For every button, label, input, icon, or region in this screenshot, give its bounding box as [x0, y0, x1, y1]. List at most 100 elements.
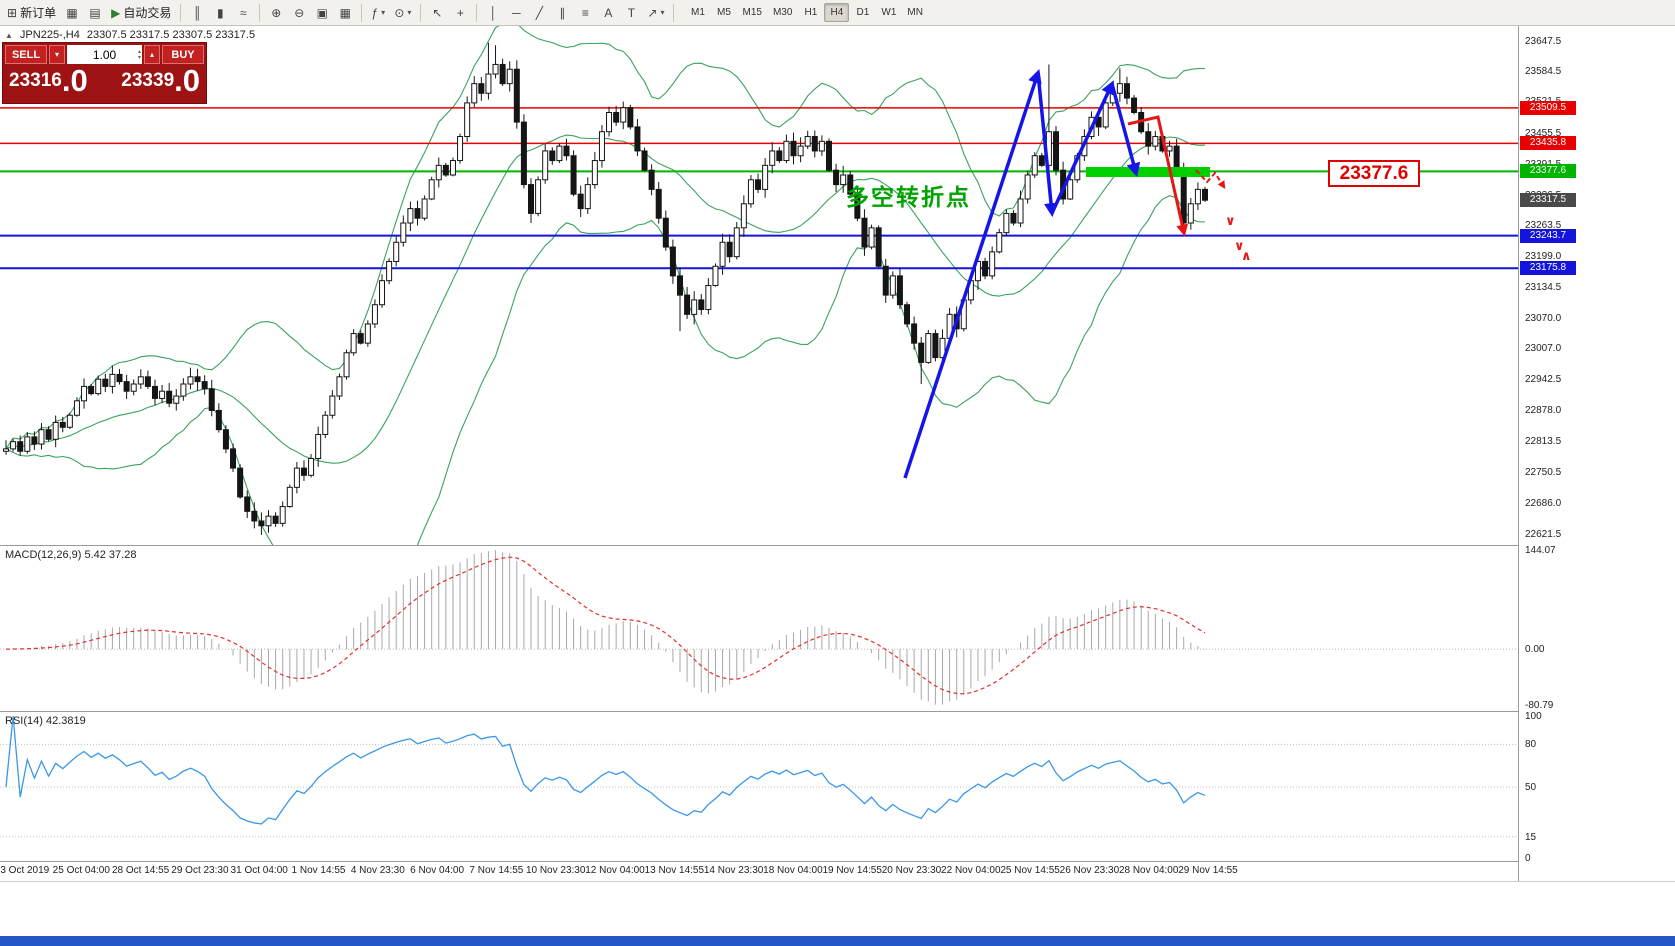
horizontal-line-button[interactable]: ─	[505, 2, 527, 24]
price-tick-label: 22750.5	[1525, 466, 1562, 478]
main-toolbar: ⊞ 新订单 ▦ ▤ ▶ 自动交易 ║ ▮ ≈ ⊕ ⊖ ▣ ▦ ƒ ▾ ⊙ ▾ ↖ + │ ─ ╱ ∥ ≡ A T ↗ ▾ M1 M5 M15…	[0, 0, 1675, 26]
grid-button[interactable]: ▦	[334, 2, 356, 24]
sell-price[interactable]: 23316.0	[9, 63, 88, 98]
arrow-tool-button[interactable]: ↗ ▾	[643, 2, 668, 24]
indicators-icon: ƒ	[371, 5, 379, 20]
price-tick-label: 22942.5	[1525, 374, 1562, 386]
current-price-tag: 23317.5	[1520, 193, 1576, 208]
volume-field: ▴▾	[67, 45, 142, 64]
chart-window-button[interactable]: ▦	[61, 2, 83, 24]
time-label: 26 Nov 23:30	[1059, 865, 1120, 876]
periods-button[interactable]: ⊙ ▾	[390, 2, 415, 24]
timeframe-mn-button[interactable]: MN	[907, 7, 923, 18]
trade-controls-row: SELL ▾ ▴▾ ▴ BUY	[5, 45, 204, 64]
periods-icon: ⊙	[394, 5, 405, 20]
timeframe-h1-button[interactable]: H1	[804, 7, 818, 18]
channel-button[interactable]: ∥	[551, 2, 573, 24]
rsi-panel[interactable]	[0, 712, 1518, 862]
price-tick-label: 23584.5	[1525, 65, 1562, 77]
arrow-tool-icon: ↗	[647, 5, 658, 20]
time-label: 7 Nov 14:55	[469, 865, 524, 876]
level-price-tag: 23175.8	[1520, 261, 1576, 276]
toolbar-separator	[180, 3, 182, 22]
price-tick-label: 23455.5	[1525, 127, 1562, 139]
indicators-button[interactable]: ƒ ▾	[367, 2, 389, 24]
macd-panel-separator[interactable]	[0, 545, 1675, 546]
price-tick-label: 22813.5	[1525, 436, 1562, 448]
macd-tick-label: 144.07	[1525, 545, 1556, 557]
buy-button[interactable]: BUY	[162, 45, 204, 64]
sell-options-button[interactable]: ▾	[49, 45, 65, 64]
rsi-tick-label: 50	[1525, 782, 1537, 793]
svg-text:∧: ∧	[1241, 248, 1252, 263]
timeframe-m5-button[interactable]: M5	[717, 7, 731, 18]
spinner-up-icon[interactable]: ▴	[137, 48, 141, 55]
new-order-icon: ⊞	[7, 5, 18, 20]
line-chart-button[interactable]: ≈	[232, 2, 254, 24]
price-chart[interactable]: ∨∨∧	[0, 26, 1518, 545]
label-tool-button[interactable]: T	[620, 2, 642, 24]
text-tool-button[interactable]: A	[597, 2, 619, 24]
buy-options-button[interactable]: ▴	[144, 45, 160, 64]
new-order-label: 新订单	[20, 6, 57, 20]
time-label: 4 Nov 23:30	[350, 865, 405, 876]
cursor-button[interactable]: ↖	[426, 2, 448, 24]
time-label: 13 Nov 14:55	[644, 865, 705, 876]
chart-collapse-icon[interactable]: ▲	[5, 30, 13, 40]
indicators-dropdown-icon: ▾	[381, 8, 386, 17]
rsi-panel-separator[interactable]	[0, 711, 1675, 712]
timeframe-m15-button[interactable]: M15	[742, 7, 762, 18]
sell-button[interactable]: SELL	[5, 45, 47, 64]
autotrading-button[interactable]: ▶ 自动交易	[107, 2, 175, 24]
crosshair-icon: +	[456, 5, 464, 20]
bar-chart-button[interactable]: ║	[186, 2, 208, 24]
line-chart-icon: ≈	[240, 5, 247, 20]
buy-price[interactable]: 23339.0	[121, 63, 200, 98]
trendline-button[interactable]: ╱	[528, 2, 550, 24]
time-label: 25 Oct 04:00	[52, 865, 110, 876]
timeframe-m30-button[interactable]: M30	[772, 7, 793, 18]
level-price-tag: 23435.8	[1520, 136, 1576, 151]
timeframe-w1-button[interactable]: W1	[881, 7, 897, 18]
volume-input[interactable]	[67, 45, 142, 64]
vertical-line-icon: │	[489, 5, 498, 20]
autotrading-label: 自动交易	[123, 6, 172, 20]
label-tool-icon: T	[627, 5, 636, 20]
price-tick-label: 23134.5	[1525, 282, 1562, 294]
arrow-tool-dropdown-icon: ▾	[660, 8, 665, 17]
new-order-button[interactable]: ⊞ 新订单	[3, 2, 60, 24]
level-price-tag: 23243.7	[1520, 228, 1576, 243]
price-tick-label: 22686.0	[1525, 497, 1562, 509]
profiles-button[interactable]: ▤	[84, 2, 106, 24]
candlestick-chart-icon: ▮	[217, 5, 224, 20]
timeframe-h4-button[interactable]: H4	[824, 3, 850, 22]
macd-tick-label: 0.00	[1525, 644, 1545, 656]
fibonacci-icon: ≡	[581, 5, 589, 20]
timeframe-d1-button[interactable]: D1	[856, 7, 870, 18]
chevron-up-icon: ▴	[149, 50, 154, 59]
zoom-in-button[interactable]: ⊕	[265, 2, 287, 24]
tile-windows-button[interactable]: ▣	[311, 2, 333, 24]
volume-spinner[interactable]: ▴ ▾	[138, 45, 141, 64]
price-tick-label: 23199.0	[1525, 251, 1562, 263]
zoom-out-button[interactable]: ⊖	[288, 2, 310, 24]
time-label: 18 Nov 04:00	[763, 865, 823, 876]
time-label: 22 Nov 04:00	[941, 865, 1001, 876]
fibonacci-button[interactable]: ≡	[574, 2, 596, 24]
symbol-period-label: JPN225-,H4	[19, 29, 80, 41]
timeframe-m1-button[interactable]: M1	[691, 7, 705, 18]
crosshair-button[interactable]: +	[449, 2, 471, 24]
price-tick-label: 23070.0	[1525, 313, 1562, 325]
vertical-line-button[interactable]: │	[482, 2, 504, 24]
toolbar-separator	[420, 3, 422, 22]
periods-dropdown-icon: ▾	[407, 8, 412, 17]
candlestick-chart-button[interactable]: ▮	[209, 2, 231, 24]
spinner-down-icon[interactable]: ▾	[137, 54, 141, 61]
price-axis[interactable]: 23647.523584.523521.523455.523391.523326…	[1518, 26, 1675, 881]
toolbar-separator	[259, 3, 261, 22]
macd-panel[interactable]	[0, 546, 1518, 711]
svg-text:∨: ∨	[1234, 238, 1245, 253]
time-axis[interactable]: 23 Oct 2019 25 Oct 04:00 28 Oct 14:55 29 Oc…	[0, 862, 1518, 881]
time-label: 23 Oct 2019	[0, 865, 50, 876]
